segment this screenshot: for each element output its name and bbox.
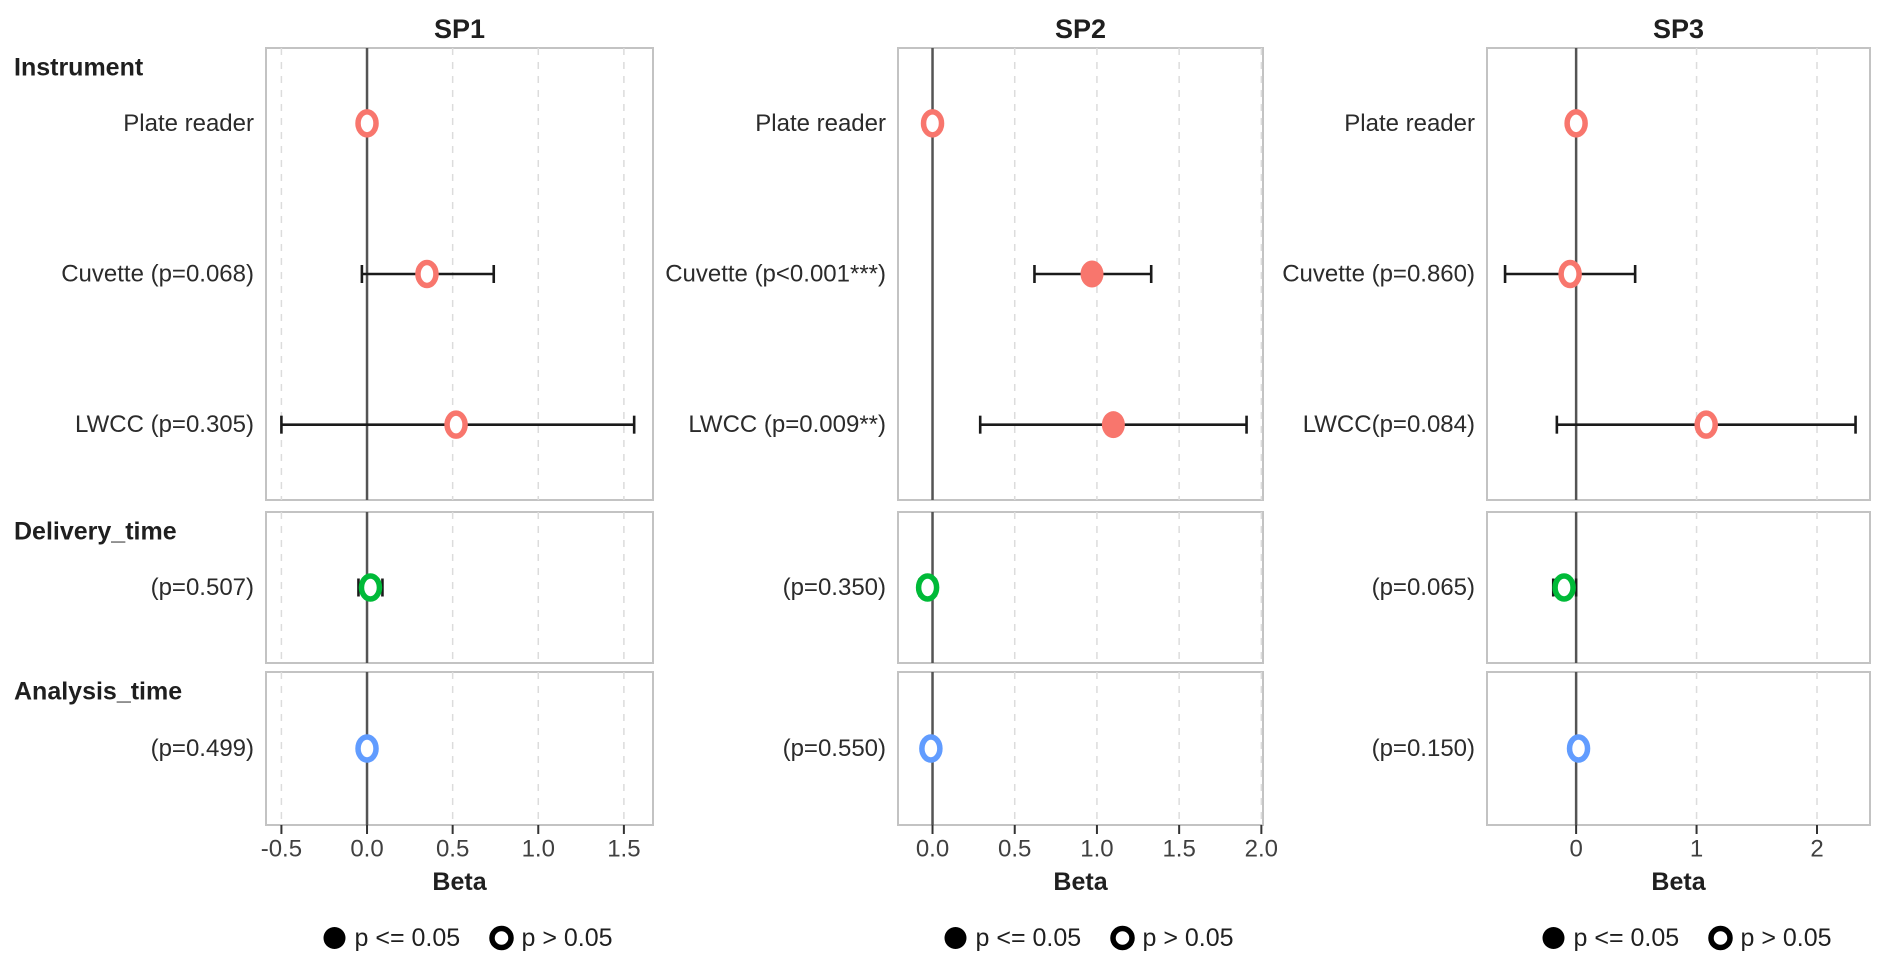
facet-title-SP2: SP2 bbox=[1055, 14, 1106, 44]
panel-SP2-1 bbox=[897, 511, 1264, 664]
axis-tick-label: 1 bbox=[1690, 836, 1703, 863]
axis-tick-label: 1.5 bbox=[607, 836, 640, 863]
row-label: (p=0.499) bbox=[151, 735, 254, 762]
legend-open-dot-icon bbox=[489, 925, 514, 951]
point-open bbox=[415, 259, 439, 289]
point-open bbox=[355, 734, 379, 763]
legend-filled-dot-icon bbox=[1542, 927, 1565, 949]
panel-SP1-1 bbox=[265, 511, 654, 664]
point-open bbox=[358, 573, 383, 602]
axis-tick-label: 1.0 bbox=[1080, 836, 1113, 863]
axis-tick-label: 0 bbox=[1569, 836, 1582, 863]
legend-filled-dot-icon bbox=[323, 927, 346, 949]
legend-open-label: p > 0.05 bbox=[522, 924, 613, 952]
section-label-Analysis_time: Analysis_time bbox=[14, 678, 182, 706]
axis-tick-label: 2.0 bbox=[1245, 836, 1278, 863]
panel-SP3-2 bbox=[1486, 671, 1871, 826]
row-label: (p=0.550) bbox=[783, 735, 886, 762]
point-open bbox=[1694, 410, 1718, 439]
axis-tick-label: 1.5 bbox=[1162, 836, 1195, 863]
row-label: LWCC(p=0.084) bbox=[1303, 411, 1475, 438]
point-filled bbox=[1101, 411, 1125, 439]
row-label: Plate reader bbox=[755, 110, 886, 137]
point-open bbox=[355, 109, 379, 138]
axis-tick-label: -0.5 bbox=[261, 836, 302, 863]
point-open bbox=[915, 573, 940, 602]
legend-filled-label: p <= 0.05 bbox=[1574, 924, 1680, 952]
facet-title-SP3: SP3 bbox=[1653, 14, 1704, 44]
row-label: (p=0.507) bbox=[151, 574, 254, 601]
row-label: Cuvette (p=0.860) bbox=[1282, 261, 1475, 288]
row-label: Cuvette (p<0.001***) bbox=[665, 261, 886, 288]
row-label: Cuvette (p=0.068) bbox=[61, 261, 254, 288]
point-open bbox=[920, 109, 945, 138]
legend-open-dot-icon bbox=[1708, 925, 1733, 951]
point-filled bbox=[1080, 260, 1104, 288]
facet-title-SP1: SP1 bbox=[434, 14, 485, 44]
axis-tick-label: 0.0 bbox=[916, 836, 949, 863]
panel-SP3-1 bbox=[1486, 511, 1871, 664]
axis-tick-label: 0.0 bbox=[350, 836, 383, 863]
row-label: (p=0.150) bbox=[1372, 735, 1475, 762]
legend-open-label: p > 0.05 bbox=[1741, 924, 1832, 952]
point-open bbox=[1558, 259, 1582, 289]
point-open bbox=[1564, 109, 1588, 138]
legend-open-label: p > 0.05 bbox=[1143, 924, 1234, 952]
legend-filled-dot-icon bbox=[944, 927, 967, 949]
legend-filled-label: p <= 0.05 bbox=[355, 924, 461, 952]
row-label: LWCC (p=0.009**) bbox=[688, 411, 886, 438]
axis-label-beta: Beta bbox=[1651, 868, 1706, 896]
axis-tick-label: 0.5 bbox=[436, 836, 469, 863]
section-label-Instrument: Instrument bbox=[14, 54, 144, 82]
section-label-Delivery_time: Delivery_time bbox=[14, 518, 177, 546]
point-open bbox=[919, 734, 943, 763]
row-label: Plate reader bbox=[1344, 110, 1475, 137]
panel-SP1-2 bbox=[265, 671, 654, 826]
row-label: (p=0.065) bbox=[1372, 574, 1475, 601]
axis-label-beta: Beta bbox=[1053, 868, 1108, 896]
point-open bbox=[1566, 734, 1591, 763]
point-open bbox=[1552, 573, 1576, 602]
axis-tick-label: 2 bbox=[1810, 836, 1823, 863]
row-label: LWCC (p=0.305) bbox=[75, 411, 254, 438]
axis-label-beta: Beta bbox=[432, 868, 487, 896]
axis-tick-label: 0.5 bbox=[998, 836, 1031, 863]
panel-SP2-2 bbox=[897, 671, 1264, 826]
row-label: (p=0.350) bbox=[783, 574, 886, 601]
axis-tick-label: 1.0 bbox=[522, 836, 555, 863]
row-label: Plate reader bbox=[123, 110, 254, 137]
legend-open-dot-icon bbox=[1110, 925, 1135, 951]
point-open bbox=[444, 410, 468, 439]
legend-filled-label: p <= 0.05 bbox=[976, 924, 1082, 952]
